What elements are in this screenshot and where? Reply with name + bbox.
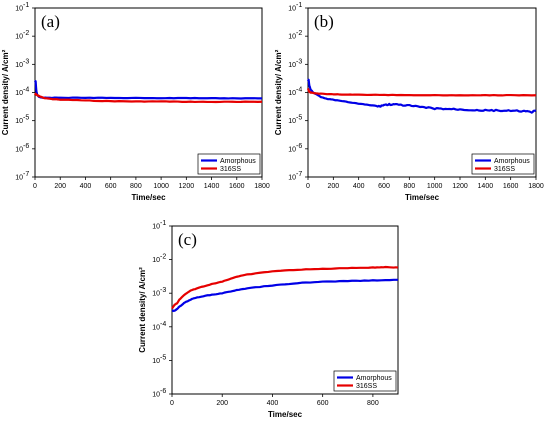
x-tick-label: 600: [317, 400, 329, 407]
x-tick-label: 800: [367, 400, 379, 407]
y-axis-label: Current density/ A/cm²: [138, 267, 147, 353]
y-tick-label: 10: [288, 6, 296, 13]
x-tick-label: 200: [327, 183, 339, 190]
x-tick-label: 0: [170, 400, 174, 407]
x-tick-label: 1800: [254, 183, 270, 190]
y-tick-exponent: -3: [160, 287, 166, 294]
y-tick-label: 10: [152, 358, 160, 365]
series-line-amorphous: [171, 278, 399, 313]
y-tick-label: 10: [152, 257, 160, 264]
y-tick-label: 10: [15, 62, 23, 69]
y-tick-label: 10: [15, 146, 23, 153]
legend-label: Amorphous: [494, 158, 530, 165]
y-tick-label: 10: [288, 146, 296, 153]
legend-label: 316SS: [494, 166, 515, 173]
y-tick-label: 10: [288, 62, 296, 69]
x-tick-label: 0: [33, 183, 37, 190]
y-tick-exponent: -1: [23, 2, 29, 9]
y-tick-label: 10: [288, 34, 296, 41]
x-tick-label: 800: [403, 183, 415, 190]
x-axis-label: Time/sec: [131, 193, 166, 202]
x-tick-label: 800: [130, 183, 142, 190]
x-tick-label: 600: [105, 183, 117, 190]
x-axis-label: Time/sec: [405, 193, 440, 202]
y-tick-exponent: -4: [23, 87, 29, 94]
legend-label: 316SS: [220, 166, 241, 173]
y-tick-exponent: -7: [23, 171, 29, 178]
x-tick-label: 1200: [179, 183, 195, 190]
y-tick-label: 10: [288, 90, 296, 97]
x-tick-label: 400: [80, 183, 92, 190]
plot-frame: [171, 225, 399, 395]
series-line-316ss: [306, 87, 537, 97]
y-tick-label: 10: [152, 224, 160, 231]
series-line-amorphous: [33, 80, 263, 100]
y-tick-label: 10: [15, 34, 23, 41]
plot-frame: [307, 7, 537, 178]
panel-label: (c): [178, 230, 197, 249]
panel-label: (b): [314, 12, 334, 31]
panel-label: (a): [41, 12, 60, 31]
x-axis-label: Time/sec: [268, 410, 303, 419]
x-tick-label: 1800: [528, 183, 544, 190]
y-tick-exponent: -6: [160, 388, 166, 395]
x-tick-label: 1000: [153, 183, 169, 190]
legend-label: 316SS: [356, 383, 377, 390]
y-tick-exponent: -2: [160, 254, 166, 261]
x-tick-label: 600: [378, 183, 390, 190]
x-tick-label: 400: [267, 400, 279, 407]
y-axis-label: Current density/ A/cm²: [274, 49, 283, 135]
y-tick-exponent: -4: [296, 87, 302, 94]
y-tick-label: 10: [288, 118, 296, 125]
plot-frame: [34, 7, 263, 178]
y-tick-label: 10: [15, 90, 23, 97]
series-line-316ss: [171, 265, 399, 310]
y-tick-exponent: -6: [296, 143, 302, 150]
y-tick-label: 10: [152, 291, 160, 298]
x-tick-label: 0: [306, 183, 310, 190]
x-tick-label: 1200: [452, 183, 468, 190]
x-tick-label: 400: [353, 183, 365, 190]
y-tick-label: 10: [152, 324, 160, 331]
y-tick-exponent: -4: [160, 321, 166, 328]
y-tick-exponent: -5: [160, 354, 166, 361]
y-tick-label: 10: [15, 175, 23, 182]
y-tick-exponent: -3: [23, 58, 29, 65]
x-tick-label: 1000: [427, 183, 443, 190]
x-tick-label: 200: [54, 183, 66, 190]
series-line-316ss: [34, 92, 263, 104]
y-tick-exponent: -6: [23, 143, 29, 150]
x-tick-label: 200: [216, 400, 228, 407]
x-tick-label: 1400: [204, 183, 220, 190]
legend-label: Amorphous: [356, 375, 392, 382]
y-tick-exponent: -3: [296, 58, 302, 65]
y-tick-exponent: -1: [160, 220, 166, 227]
y-tick-exponent: -2: [296, 30, 302, 37]
y-tick-exponent: -7: [296, 171, 302, 178]
y-tick-exponent: -2: [23, 30, 29, 37]
y-tick-exponent: -1: [296, 2, 302, 9]
x-tick-label: 1600: [229, 183, 245, 190]
y-tick-label: 10: [152, 392, 160, 399]
y-tick-label: 10: [15, 118, 23, 125]
x-tick-label: 1600: [503, 183, 519, 190]
y-tick-exponent: -5: [23, 115, 29, 122]
y-tick-exponent: -5: [296, 115, 302, 122]
x-tick-label: 1400: [478, 183, 494, 190]
y-tick-label: 10: [288, 175, 296, 182]
legend-label: Amorphous: [220, 158, 256, 165]
y-axis-label: Current density/ A/cm²: [1, 49, 10, 135]
y-tick-label: 10: [15, 6, 23, 13]
